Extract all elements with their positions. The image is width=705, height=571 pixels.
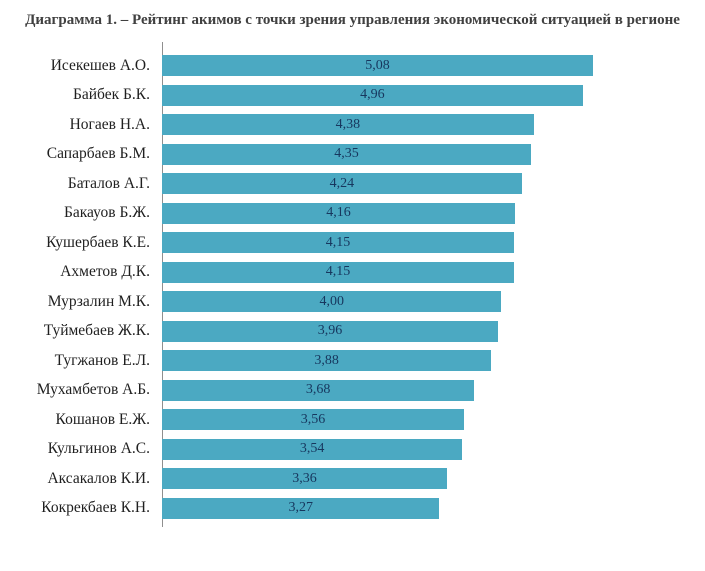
chart-row: Бакауов Б.Ж. 4,16 [0,199,705,229]
chart-row: Кульгинов А.С. 3,54 [0,435,705,465]
bar: 3,54 [162,438,463,460]
value-label: 3,56 [300,411,326,427]
bar-track: 3,27 [162,497,705,519]
bar-track: 3,96 [162,320,705,342]
bar-track: 4,00 [162,291,705,313]
value-label: 4,15 [325,234,351,250]
bar: 4,38 [162,114,534,136]
value-label: 3,68 [305,382,331,398]
category-label: Тугжанов Е.Л. [54,351,150,369]
category-label: Сапарбаев Б.М. [46,145,150,163]
category-label: Мурзалин М.К. [47,292,150,310]
category-label: Исекешев А.О. [50,56,150,74]
value-label: 4,16 [326,205,351,221]
value-label: 3,88 [314,352,339,368]
bar-track: 3,56 [162,409,705,431]
bar: 3,36 [162,468,448,490]
bar-track: 5,08 [162,55,705,77]
bar-track: 3,54 [162,438,705,460]
category-label: Аксакалов К.И. [47,469,150,487]
category-axis-line [162,42,163,527]
value-label: 4,24 [329,175,355,191]
bar-track: 4,38 [162,114,705,136]
category-label: Кушербаев К.Е. [46,233,150,251]
value-label: 3,96 [317,323,343,339]
bar-track: 3,36 [162,468,705,490]
category-label: Туймебаев Ж.К. [43,322,150,340]
bar-track: 4,16 [162,202,705,224]
bar-track: 4,35 [162,143,705,165]
chart-title: Диаграмма 1. – Рейтинг акимов с точки зр… [25,12,680,28]
bar-track: 3,68 [162,379,705,401]
chart-row: Мухамбетов А.Б. 3,68 [0,376,705,406]
category-label: Баталов А.Г. [67,174,150,192]
chart-row: Туймебаев Ж.К. 3,96 [0,317,705,347]
bar-track: 4,15 [162,261,705,283]
value-label: 5,08 [365,57,390,73]
category-label: Кошанов Е.Ж. [55,410,150,428]
value-label: 4,38 [335,116,361,132]
chart-row: Кокрекбаев К.Н. 3,27 [0,494,705,524]
chart-row: Мурзалин М.К. 4,00 [0,287,705,317]
chart-row: Байбек Б.К. 4,96 [0,81,705,111]
bar: 4,96 [162,84,583,106]
category-label: Байбек Б.К. [72,86,150,104]
value-label: 4,96 [360,87,385,103]
bar-track: 3,88 [162,350,705,372]
value-label: 3,36 [292,470,317,486]
chart-plot-area: Исекешев А.О. 5,08 Байбек Б.К. 4,96 Ногаев Н… [0,42,705,527]
bar-track: 4,24 [162,173,705,195]
category-label: Кокрекбаев К.Н. [41,499,150,517]
category-label: Бакауов Б.Ж. [63,204,150,222]
category-label: Мухамбетов А.Б. [36,381,150,399]
bar: 4,24 [162,173,522,195]
chart-row: Ахметов Д.К. 4,15 [0,258,705,288]
bar: 5,08 [162,55,594,77]
chart-row: Кошанов Е.Ж. 3,56 [0,405,705,435]
chart-row: Кушербаев К.Е. 4,15 [0,228,705,258]
bar-track: 4,96 [162,84,705,106]
bar-track: 4,15 [162,232,705,254]
chart-row: Ногаев Н.А. 4,38 [0,110,705,140]
bar: 3,27 [162,497,440,519]
category-label: Ахметов Д.К. [60,263,150,281]
bar: 4,35 [162,143,532,165]
bar: 3,88 [162,350,492,372]
bar: 3,68 [162,379,475,401]
chart-rows: Исекешев А.О. 5,08 Байбек Б.К. 4,96 Ногаев Н… [0,51,705,523]
category-label: Кульгинов А.С. [47,440,150,458]
bar: 4,15 [162,261,515,283]
chart-row: Аксакалов К.И. 3,36 [0,464,705,494]
value-label: 4,15 [325,264,351,280]
value-label: 4,35 [334,146,359,162]
value-label: 4,00 [319,293,344,309]
value-label: 3,27 [288,500,313,516]
value-label: 3,54 [299,441,325,457]
chart-row: Сапарбаев Б.М. 4,35 [0,140,705,170]
bar: 3,56 [162,409,465,431]
chart-row: Баталов А.Г. 4,24 [0,169,705,199]
bar: 3,96 [162,320,498,342]
chart-row: Исекешев А.О. 5,08 [0,51,705,81]
bar: 4,00 [162,291,502,313]
chart-row: Тугжанов Е.Л. 3,88 [0,346,705,376]
category-label: Ногаев Н.А. [69,115,150,133]
bar: 4,15 [162,232,515,254]
bar: 4,16 [162,202,515,224]
